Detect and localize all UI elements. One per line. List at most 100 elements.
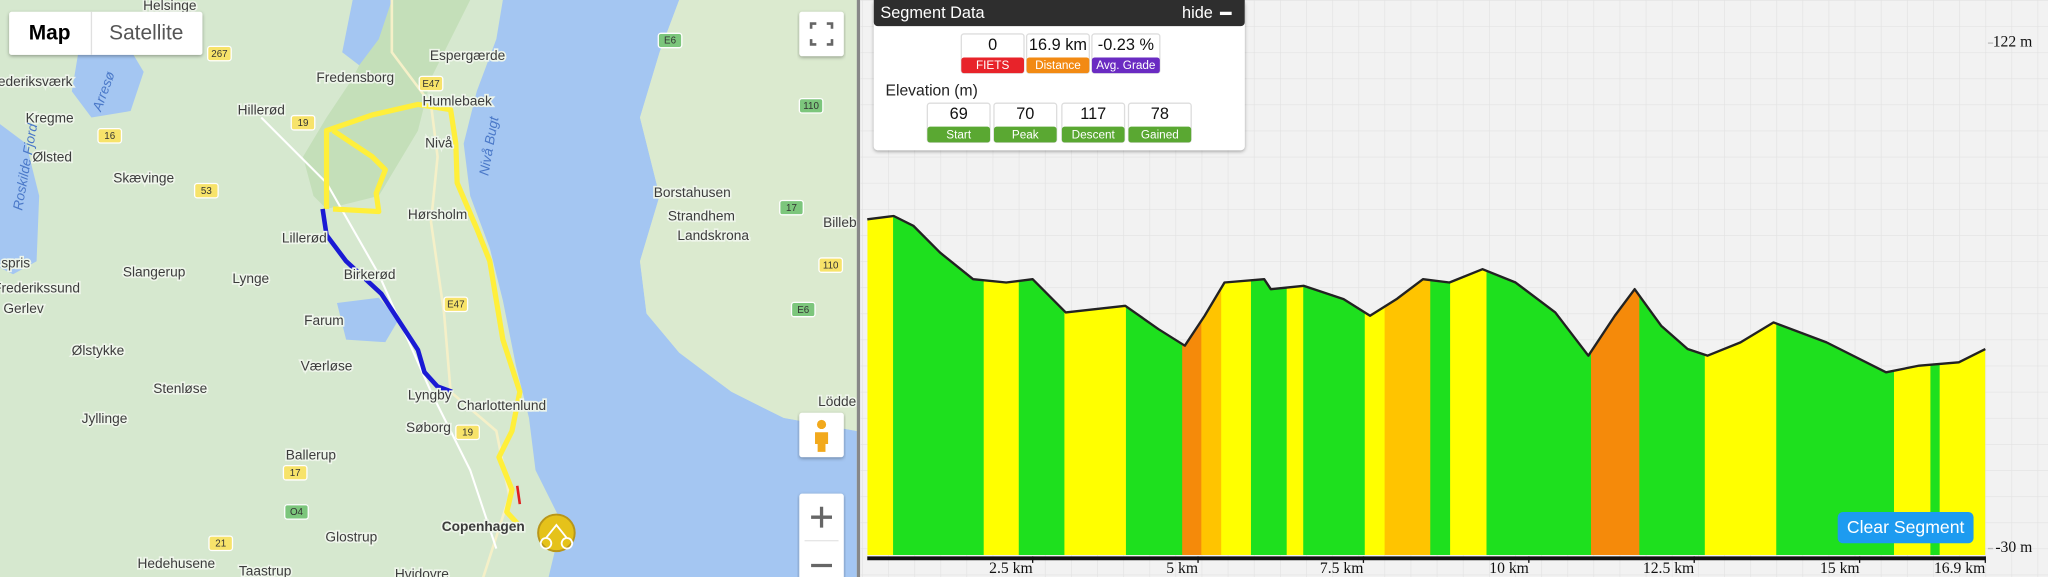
- map-label: Birkerød: [344, 267, 396, 282]
- zoom-in-button[interactable]: [811, 506, 832, 528]
- grade-band: [1286, 216, 1304, 556]
- map-label: Ballerup: [286, 447, 337, 462]
- road-shield: [418, 75, 444, 92]
- x-tick-label: 10 km: [1489, 560, 1529, 577]
- map-label: Kregme: [26, 110, 74, 125]
- map-label: Hillerød: [238, 103, 285, 118]
- stat-label: Descent: [1072, 128, 1116, 141]
- stat-value: 69: [950, 105, 968, 123]
- pane-divider: [856, 0, 861, 577]
- route: [331, 128, 388, 215]
- clear-segment-button[interactable]: Clear Segment: [1837, 511, 1974, 544]
- pegman-body: [815, 432, 829, 452]
- segment-route: [320, 208, 453, 394]
- road-shield-label: 21: [215, 539, 226, 550]
- map-label: Lynge: [232, 271, 269, 286]
- stat-value: 117: [1080, 105, 1106, 123]
- road-shield-label: 110: [823, 260, 839, 271]
- map-label: Landskrona: [677, 228, 749, 243]
- stat-label-bg: [1026, 57, 1090, 74]
- road-shield: [290, 114, 316, 131]
- button-label[interactable]: Clear Segment: [1847, 517, 1965, 537]
- button-bg: [1837, 511, 1974, 544]
- lake: [71, 39, 144, 118]
- x-tick-label: 15 km: [1820, 560, 1860, 577]
- x-tick-label: 2.5 km: [989, 560, 1033, 577]
- bike-icon: [539, 523, 573, 550]
- map-label: Taastrup: [239, 564, 292, 577]
- grade-band: [1430, 216, 1451, 556]
- road-shield: [97, 127, 123, 144]
- stat-label: Distance: [1035, 59, 1081, 72]
- road-shield-label: E47: [422, 79, 439, 90]
- map-label: Billeb: [823, 215, 857, 230]
- road-shield-label: E6: [664, 36, 677, 47]
- panel-title: Segment Data: [880, 4, 985, 22]
- map-label: Søborg: [406, 420, 451, 435]
- road-shield-label: 19: [462, 428, 473, 439]
- oresund: [463, 0, 857, 577]
- stat-label-bg: [927, 126, 991, 143]
- pegman-head: [816, 419, 827, 430]
- segment-panel: Segment Data hide Elevation (m) 0 FIETS 16…: [873, 0, 1245, 151]
- map-label: Glostrup: [325, 530, 377, 545]
- road-shield-label: E6: [797, 305, 810, 316]
- road-shield: [790, 301, 816, 318]
- road-shield: [818, 257, 844, 273]
- map-label: Nivå: [425, 135, 453, 150]
- button-bg: [799, 11, 844, 57]
- map-label: Humlebaek: [422, 93, 491, 108]
- stat-label-bg: [993, 126, 1057, 143]
- road-shield-label: O4: [290, 507, 304, 518]
- map-label: Skævinge: [113, 171, 174, 186]
- road-shield: [798, 97, 824, 114]
- map[interactable]: HelsingeEspergærdeFrederiksværkArresøFre…: [0, 0, 859, 577]
- hide-icon: [1219, 11, 1232, 16]
- map-label: Borstahusen: [654, 185, 731, 200]
- stat-label: Gained: [1141, 128, 1179, 141]
- stat-value: 70: [1016, 105, 1034, 123]
- stat-label-bg: [1128, 126, 1192, 143]
- lake: [336, 297, 399, 343]
- fullscreen-button[interactable]: [799, 11, 844, 57]
- road-shield-label: 17: [290, 468, 301, 479]
- road-shield-label: 16: [104, 131, 115, 142]
- fullscreen-icon: [809, 22, 834, 46]
- map-label: Gerlev: [3, 301, 44, 316]
- map-label: Charlottenlund: [457, 398, 546, 413]
- map-label: Lödde: [818, 394, 856, 409]
- stat-label: Avg. Grade: [1096, 59, 1156, 72]
- map-label: Helsinge: [143, 0, 197, 13]
- road-shield: [657, 32, 683, 49]
- forest: [303, 0, 471, 209]
- road-shield: [282, 464, 308, 481]
- bike-marker: [537, 513, 576, 553]
- x-tick-label: 7.5 km: [1320, 560, 1364, 577]
- stat-label: Start: [946, 128, 972, 141]
- map-label: Hvidovre: [395, 566, 449, 577]
- map-type-control: [9, 11, 203, 55]
- hide-button[interactable]: hide: [1182, 4, 1213, 22]
- road-shield-label: 110: [803, 101, 819, 112]
- map-label: Frederikssund: [0, 280, 80, 295]
- road-shield-label: 267: [211, 49, 227, 60]
- lake: [342, 0, 392, 66]
- map-label: Ølsted: [32, 150, 72, 165]
- map-label: Fredensborg: [316, 70, 394, 85]
- x-tick-label: 5 km: [1166, 560, 1198, 577]
- stat-value: 0: [988, 36, 997, 54]
- road-shield: [455, 424, 480, 441]
- stat-label: Peak: [1012, 128, 1039, 141]
- map-label: Ølstykke: [72, 343, 125, 358]
- elevation-heading: Elevation (m): [886, 83, 978, 100]
- street-view-button[interactable]: [799, 412, 844, 458]
- road-shield: [443, 296, 469, 313]
- panel-header: [873, 0, 1245, 27]
- road-shield: [207, 45, 232, 62]
- road-shield-label: 17: [786, 203, 797, 214]
- map-label: Copenhagen: [442, 519, 525, 534]
- satellite-button[interactable]: Satellite: [109, 21, 183, 44]
- map-label: spris: [1, 255, 30, 270]
- map-button[interactable]: Map: [29, 21, 71, 44]
